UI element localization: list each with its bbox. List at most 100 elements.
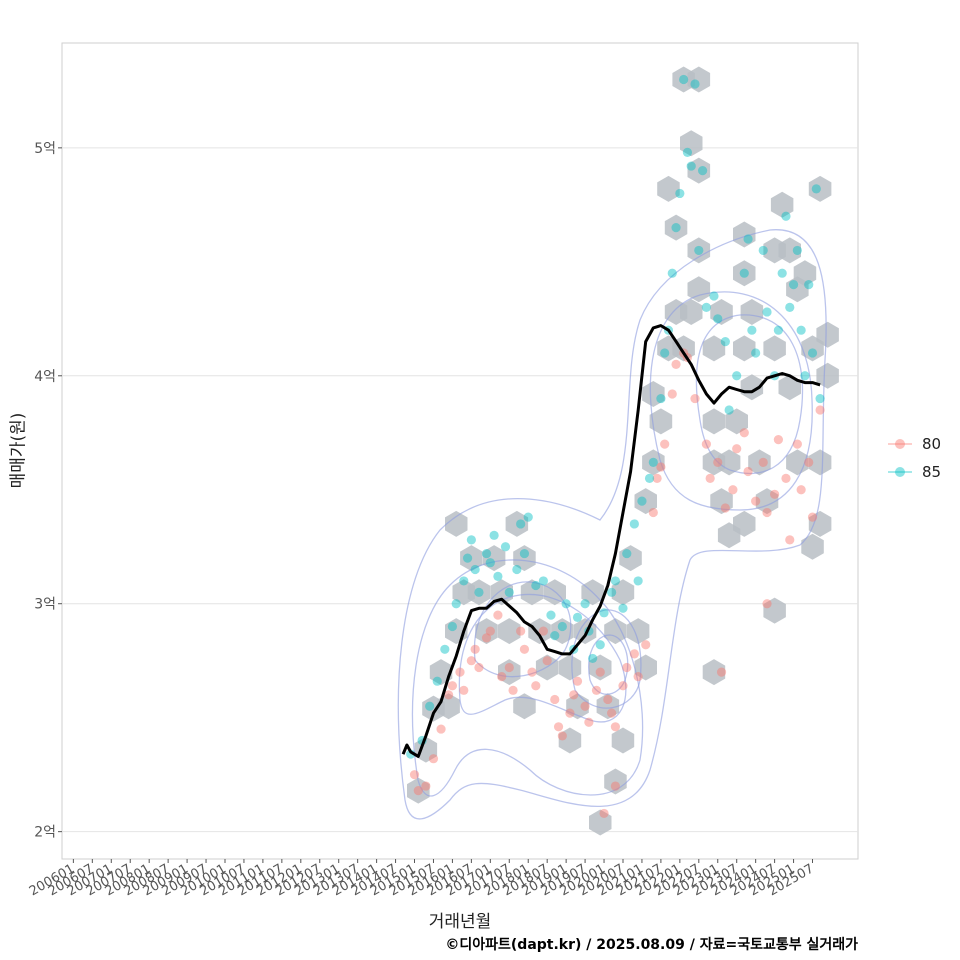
scatter-point-80 <box>713 457 723 467</box>
scatter-point-80 <box>557 731 567 741</box>
scatter-point-80 <box>413 786 423 796</box>
scatter-point-80 <box>610 722 621 732</box>
scatter-point-80 <box>610 781 621 791</box>
hexbin <box>748 449 771 476</box>
scatter-point-85 <box>694 245 704 256</box>
scatter-point-85 <box>671 223 681 233</box>
hexbin <box>596 693 620 720</box>
contour-line <box>397 229 827 820</box>
scatter-point-85 <box>743 234 753 244</box>
scatter-point-80 <box>770 489 780 499</box>
scatter-point-85 <box>447 621 458 632</box>
scatter-point-80 <box>474 662 484 673</box>
scatter-point-80 <box>603 694 613 705</box>
scatter-point-80 <box>781 473 791 483</box>
scatter-point-85 <box>607 587 617 597</box>
scatter-point-85 <box>739 268 749 278</box>
scatter-point-80 <box>527 667 537 677</box>
contour-line <box>411 559 644 797</box>
scatter-point-80 <box>758 457 768 467</box>
scatter-point-85 <box>557 621 567 632</box>
scatter-point-80 <box>572 676 583 686</box>
hexbin <box>642 381 665 407</box>
scatter-point-80 <box>667 389 677 399</box>
scatter-point-80 <box>595 667 605 677</box>
scatter-point-85 <box>538 576 548 586</box>
scatter-point-85 <box>781 211 791 221</box>
hexbin <box>407 777 430 804</box>
hexbin <box>725 408 748 435</box>
scatter-point-85 <box>724 405 734 415</box>
scatter-point-80 <box>607 708 617 718</box>
contour-line <box>473 581 572 678</box>
hexbin <box>634 488 657 515</box>
scatter-point-80 <box>652 473 662 483</box>
scatter-point-80 <box>485 626 495 636</box>
scatter-point-85 <box>648 457 658 467</box>
scatter-point-80 <box>531 681 541 691</box>
scatter-point-80 <box>538 626 548 636</box>
hexbin <box>558 654 582 681</box>
scatter-point-80 <box>660 439 670 449</box>
scatter-point-85 <box>432 676 442 686</box>
scatter-point-80 <box>796 485 806 495</box>
scatter-point-80 <box>580 701 590 711</box>
hexbin <box>801 533 824 560</box>
hexbin <box>467 579 491 606</box>
hexbin <box>733 221 756 248</box>
scatter-point-85 <box>796 325 806 335</box>
scatter-point-80 <box>436 724 446 734</box>
scatter-point-80 <box>762 507 772 518</box>
hexbin <box>763 597 786 624</box>
hexbin <box>702 408 726 435</box>
scatter-point-80 <box>743 466 753 477</box>
hexbin <box>808 449 832 476</box>
scatter-point-85 <box>800 371 810 381</box>
scatter-point-85 <box>682 147 693 158</box>
scatter-point-80 <box>550 694 560 705</box>
scatter-point-80 <box>421 781 431 791</box>
scatter-point-85 <box>690 79 700 89</box>
scatter-point-85 <box>470 564 480 575</box>
scatter-point-85 <box>732 371 742 381</box>
hexbin <box>490 579 513 606</box>
scatter-point-85 <box>709 291 719 301</box>
scatter-point-85 <box>493 571 503 581</box>
hexbin <box>482 545 506 572</box>
hexbin <box>740 299 764 325</box>
scatter-point-85 <box>580 599 590 609</box>
hexbin <box>611 727 635 754</box>
scatter-point-80 <box>565 708 575 718</box>
scatter-point-80 <box>497 672 507 682</box>
scatter-point-80 <box>792 439 802 449</box>
y-tick-label: 4억 <box>34 369 56 385</box>
scatter-point-85 <box>788 280 799 290</box>
hexbin <box>816 321 839 348</box>
hexbin <box>657 175 680 202</box>
scatter-point-85 <box>451 599 461 609</box>
contour-line <box>571 609 642 709</box>
hexbin <box>763 335 786 362</box>
scatter-point-80 <box>751 496 761 506</box>
scatter-points <box>406 74 825 819</box>
scatter-point-80 <box>599 808 609 819</box>
source-caption: ©디아파트(dapt.kr) / 2025.08.09 / 자료=국토교통부 실… <box>445 937 858 953</box>
scatter-point-85 <box>516 519 526 529</box>
scatter-point-85 <box>644 473 655 483</box>
scatter-point-80 <box>409 770 420 780</box>
hexbin <box>687 237 711 264</box>
x-axis-ticks: 2006012006072007012007072008012008072009… <box>27 859 817 899</box>
scatter-point-85 <box>523 512 533 522</box>
hexbin <box>475 618 498 645</box>
scatter-point-80 <box>553 722 564 732</box>
legend-key-80 <box>886 434 914 454</box>
scatter-point-80 <box>739 428 749 438</box>
scatter-point-85 <box>474 587 484 597</box>
hexbin <box>740 374 764 401</box>
scatter-point-80 <box>773 435 784 445</box>
scatter-point-85 <box>773 325 784 335</box>
hexbin <box>808 175 832 202</box>
scatter-point-85 <box>656 393 666 404</box>
scatter-point-85 <box>550 631 560 641</box>
scatter-point-85 <box>481 548 492 559</box>
